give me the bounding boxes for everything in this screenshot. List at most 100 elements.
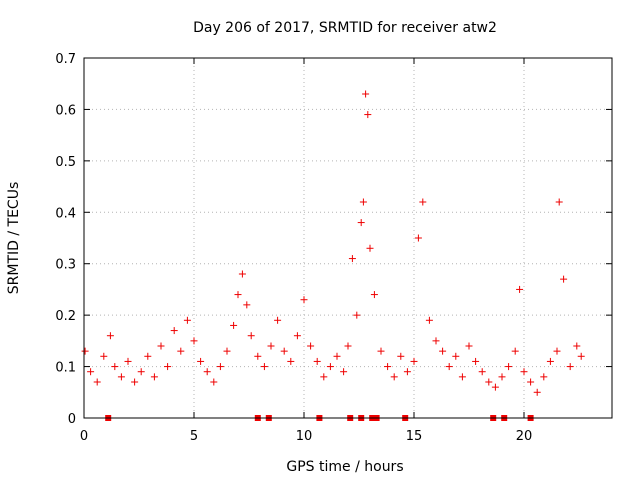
- data-point: [344, 342, 352, 350]
- data-point: [238, 270, 246, 278]
- data-point: [425, 316, 433, 324]
- data-point: [223, 347, 231, 355]
- data-point: [366, 244, 374, 252]
- data-point: [267, 342, 275, 350]
- y-tick-label: 0.1: [55, 361, 76, 376]
- data-point: [370, 291, 378, 299]
- data-point: [452, 352, 460, 360]
- data-point: [287, 357, 295, 365]
- data-point: [384, 363, 392, 371]
- y-tick-label: 0.6: [55, 103, 76, 118]
- data-point: [170, 327, 178, 335]
- plot-frame: [83, 57, 613, 419]
- data-point: [485, 378, 493, 386]
- x-tick-label: 0: [80, 429, 88, 444]
- data-point: [81, 347, 89, 355]
- data-point: [540, 373, 548, 381]
- data-point: [203, 368, 211, 376]
- data-point: [326, 363, 334, 371]
- data-point: [439, 347, 447, 355]
- grid: [84, 58, 612, 418]
- y-tick-label: 0.2: [55, 309, 76, 324]
- data-point: [177, 347, 185, 355]
- x-tick-label: 10: [296, 429, 313, 444]
- data-point: [359, 198, 367, 206]
- data-point: [197, 357, 205, 365]
- data-point: [560, 275, 568, 283]
- data-point: [117, 373, 125, 381]
- data-point: [320, 373, 328, 381]
- data-point: [566, 363, 574, 371]
- data-point: [553, 347, 561, 355]
- x-axis-label: GPS time / hours: [286, 459, 403, 475]
- data-point: [357, 219, 365, 227]
- x-tick-label: 15: [406, 429, 423, 444]
- data-point: [307, 342, 315, 350]
- data-point: [131, 378, 139, 386]
- y-axis-label: SRMTID / TECUs: [6, 182, 22, 295]
- y-tick-label: 0.5: [55, 155, 76, 170]
- data-point: [243, 301, 251, 309]
- data-point: [340, 368, 348, 376]
- data-point: [183, 316, 191, 324]
- data-point: [364, 111, 372, 119]
- data-point: [93, 378, 101, 386]
- chart-title: Day 206 of 2017, SRMTID for receiver atw…: [193, 20, 497, 36]
- data-point: [505, 363, 513, 371]
- data-point: [419, 198, 427, 206]
- data-point: [280, 347, 288, 355]
- data-point: [353, 311, 361, 319]
- data-point: [333, 352, 341, 360]
- data-point: [432, 337, 440, 345]
- data-point: [403, 368, 411, 376]
- data-point: [234, 291, 242, 299]
- data-point: [293, 332, 301, 340]
- data-point: [414, 234, 422, 242]
- data-point: [520, 368, 528, 376]
- data-point: [247, 332, 255, 340]
- data-point: [390, 373, 398, 381]
- data-point: [144, 352, 152, 360]
- data-point: [260, 363, 268, 371]
- data-point: [498, 373, 506, 381]
- data-point: [491, 383, 499, 391]
- data-point: [555, 198, 563, 206]
- x-tick-label: 20: [516, 429, 533, 444]
- data-point: [106, 332, 114, 340]
- data-point: [527, 378, 535, 386]
- y-tick-label: 0.3: [55, 258, 76, 273]
- y-tick-label: 0: [68, 412, 76, 427]
- data-point: [348, 255, 356, 263]
- data-point: [216, 363, 224, 371]
- data-point: [445, 363, 453, 371]
- data-point: [137, 368, 145, 376]
- data-point: [254, 352, 262, 360]
- data-point: [478, 368, 486, 376]
- data-point: [577, 352, 585, 360]
- data-point: [111, 363, 119, 371]
- data-point: [546, 357, 554, 365]
- data-point: [511, 347, 519, 355]
- data-point: [100, 352, 108, 360]
- data-point: [465, 342, 473, 350]
- data-point: [516, 285, 524, 293]
- data-point: [157, 342, 165, 350]
- data-point: [458, 373, 466, 381]
- data-point: [210, 378, 218, 386]
- data-point: [362, 90, 370, 98]
- data-points: [81, 90, 585, 421]
- data-point: [300, 296, 308, 304]
- data-point: [87, 368, 95, 376]
- data-point: [124, 357, 132, 365]
- data-point: [573, 342, 581, 350]
- data-point: [533, 388, 541, 396]
- data-point: [164, 363, 172, 371]
- data-point: [377, 347, 385, 355]
- data-point: [397, 352, 405, 360]
- data-point: [410, 357, 418, 365]
- data-point: [150, 373, 158, 381]
- data-point: [274, 316, 282, 324]
- data-point: [190, 337, 198, 345]
- data-point: [313, 357, 321, 365]
